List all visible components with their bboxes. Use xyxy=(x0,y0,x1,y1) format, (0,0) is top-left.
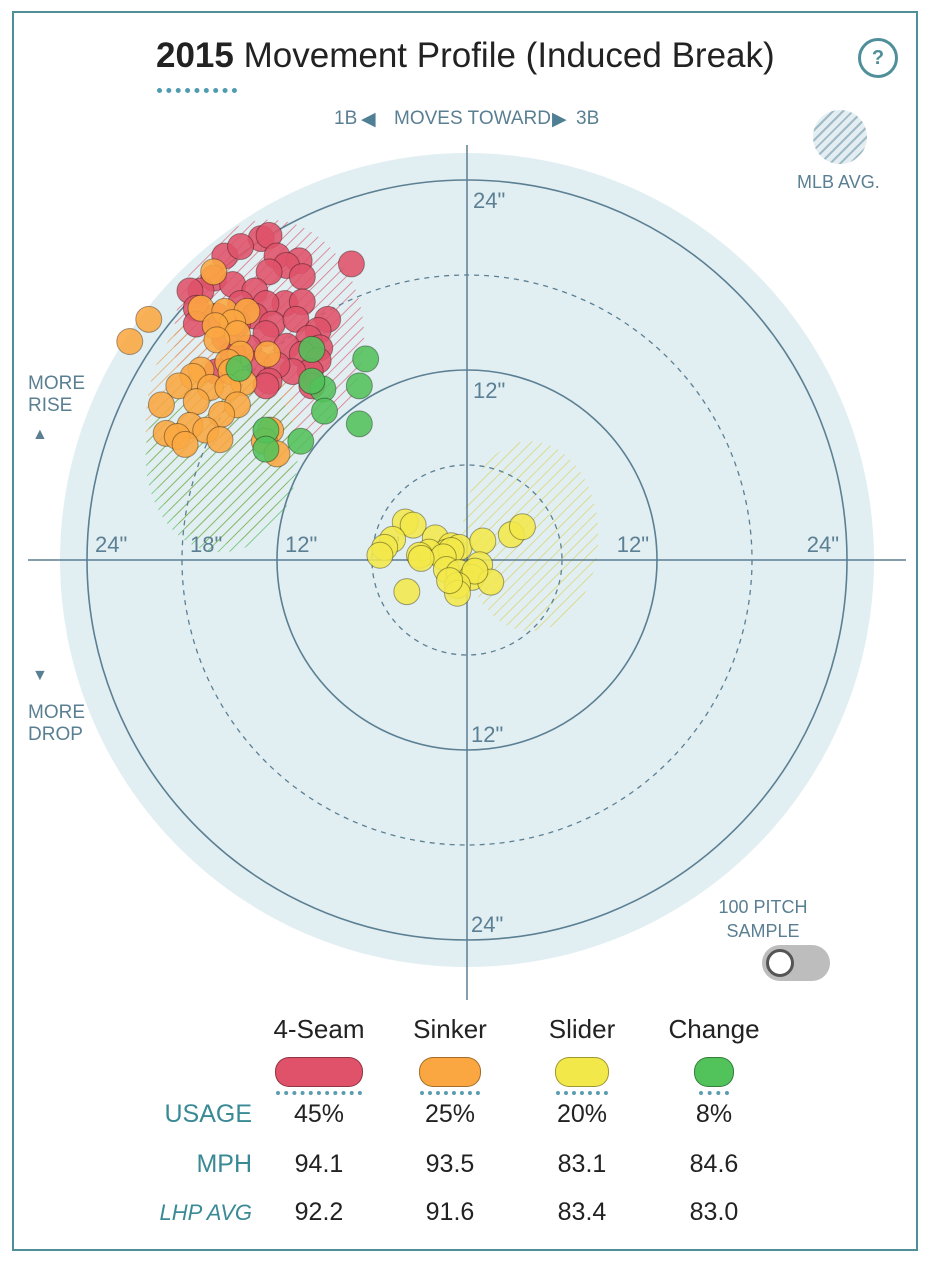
pitch-point-slider[interactable] xyxy=(399,511,427,539)
table-cell-mph-change: 84.6 xyxy=(689,1150,739,1178)
sample-toggle[interactable] xyxy=(762,945,830,981)
page-title: 2015 Movement Profile (Induced Break) xyxy=(156,36,775,76)
mlb-avg-zone-change xyxy=(145,362,298,553)
table-cell-mph-sinker: 93.5 xyxy=(425,1150,475,1178)
direction-middle: MOVES TOWARD xyxy=(394,108,551,129)
mlb-average-swatch-icon xyxy=(813,110,867,164)
pitch-point-change[interactable] xyxy=(311,397,338,425)
pitch-point-sinker[interactable] xyxy=(254,340,281,368)
legend-swatch[interactable] xyxy=(694,1057,734,1087)
pitch-point-change[interactable] xyxy=(287,427,315,455)
legend-mlb-avg-indicator xyxy=(556,1091,608,1099)
pitch-point-sinker[interactable] xyxy=(200,258,228,286)
pitch-point-change[interactable] xyxy=(345,372,373,400)
row-label-mph: MPH xyxy=(196,1150,252,1178)
pitch-point-sinker[interactable] xyxy=(165,372,193,400)
down-triangle-icon: ▼ xyxy=(32,667,48,684)
pitch-point-change[interactable] xyxy=(352,345,380,373)
pitch-point-slider[interactable] xyxy=(366,541,394,569)
year-selector-underline[interactable] xyxy=(157,88,237,99)
help-button[interactable]: ? xyxy=(858,38,898,78)
legend-item-slider[interactable]: Slider xyxy=(517,1014,647,1099)
pitch-point-4-seam[interactable] xyxy=(282,305,310,333)
pitch-point-slider[interactable] xyxy=(436,567,464,595)
pitch-point-sinker[interactable] xyxy=(206,426,234,454)
more-drop-label: MORE DROP xyxy=(28,702,85,745)
ring-label-bottom-1: 24" xyxy=(471,912,503,937)
pitch-point-4-seam[interactable] xyxy=(255,258,283,286)
left-arrow-icon: ◀ xyxy=(361,109,376,130)
direction-right: 3B xyxy=(576,108,600,129)
up-triangle-icon: ▲ xyxy=(32,426,48,443)
pitch-point-sinker[interactable] xyxy=(116,328,144,355)
pitch-point-slider[interactable] xyxy=(393,578,421,606)
sample-toggle-label: 100 PITCH SAMPLE xyxy=(718,897,808,941)
legend-swatch[interactable] xyxy=(419,1057,481,1087)
pitch-point-sinker[interactable] xyxy=(171,430,199,458)
pitch-point-4-seam[interactable] xyxy=(288,263,316,291)
more-rise-label: MORE RISE xyxy=(28,373,85,416)
legend-item-4-seam[interactable]: 4-Seam xyxy=(254,1014,384,1099)
row-label-usage: USAGE xyxy=(164,1100,252,1128)
row-label-lhp-avg: LHP AVG xyxy=(159,1200,252,1225)
table-cell-usage-sinker: 25% xyxy=(424,1100,476,1128)
pitch-point-4-seam[interactable] xyxy=(337,250,365,278)
table-cell-lhp-avg-slider: 83.4 xyxy=(557,1198,607,1226)
table-cell-usage-4-seam: 45% xyxy=(293,1100,345,1128)
toggle-knob[interactable] xyxy=(766,949,794,977)
pitch-point-4-seam[interactable] xyxy=(227,233,255,260)
ring-label-left-0: 24" xyxy=(95,532,127,557)
direction-left: 1B xyxy=(334,108,358,129)
pitch-point-sinker[interactable] xyxy=(203,326,231,354)
pitch-point-slider[interactable] xyxy=(469,527,497,555)
mlb-average-label: MLB AVG. xyxy=(797,172,880,192)
table-cell-usage-slider: 20% xyxy=(556,1100,608,1128)
pitch-point-sinker[interactable] xyxy=(147,391,175,419)
ring-label-right-0: 12" xyxy=(617,532,649,557)
pitch-point-slider[interactable] xyxy=(508,513,536,541)
right-arrow-icon: ▶ xyxy=(552,109,567,130)
pitch-point-slider[interactable] xyxy=(407,544,435,572)
ring-label-right-1: 24" xyxy=(807,532,839,557)
ring-label-left-1: 18" xyxy=(190,532,222,557)
ring-label-bottom-0: 12" xyxy=(471,722,503,747)
legend-item-change[interactable]: Change xyxy=(649,1014,779,1099)
pitch-point-slider[interactable] xyxy=(461,557,489,585)
legend-label: 4-Seam xyxy=(273,1014,365,1044)
legend-label: Slider xyxy=(548,1014,616,1044)
legend-label: Change xyxy=(668,1014,760,1044)
pitch-point-change[interactable] xyxy=(298,367,326,395)
legend-item-sinker[interactable]: Sinker xyxy=(385,1014,515,1099)
pitch-point-sinker[interactable] xyxy=(135,305,163,333)
ring-label-left-2: 12" xyxy=(285,532,317,557)
title-year: 2015 xyxy=(156,36,234,75)
pitch-point-change[interactable] xyxy=(345,410,373,438)
pitch-point-change[interactable] xyxy=(298,335,326,363)
legend-swatch[interactable] xyxy=(555,1057,609,1087)
table-cell-usage-change: 8% xyxy=(695,1100,733,1128)
table-cell-lhp-avg-4-seam: 92.2 xyxy=(294,1198,344,1226)
table-cell-lhp-avg-sinker: 91.6 xyxy=(425,1198,475,1226)
pitch-point-change[interactable] xyxy=(225,354,253,382)
ring-label-top-1: 12" xyxy=(473,378,505,403)
legend-mlb-avg-indicator xyxy=(276,1091,362,1099)
title-text: Movement Profile (Induced Break) xyxy=(243,36,775,75)
legend-swatch[interactable] xyxy=(275,1057,363,1087)
legend-label: Sinker xyxy=(413,1014,487,1044)
table-cell-mph-slider: 83.1 xyxy=(557,1150,607,1178)
pitch-point-sinker[interactable] xyxy=(182,388,210,416)
legend-mlb-avg-indicator xyxy=(420,1091,480,1099)
legend-mlb-avg-indicator xyxy=(699,1091,729,1099)
pitch-point-change[interactable] xyxy=(252,435,280,463)
table-cell-mph-4-seam: 94.1 xyxy=(294,1150,344,1178)
ring-label-top-0: 24" xyxy=(473,188,505,213)
table-cell-lhp-avg-change: 83.0 xyxy=(689,1198,739,1226)
